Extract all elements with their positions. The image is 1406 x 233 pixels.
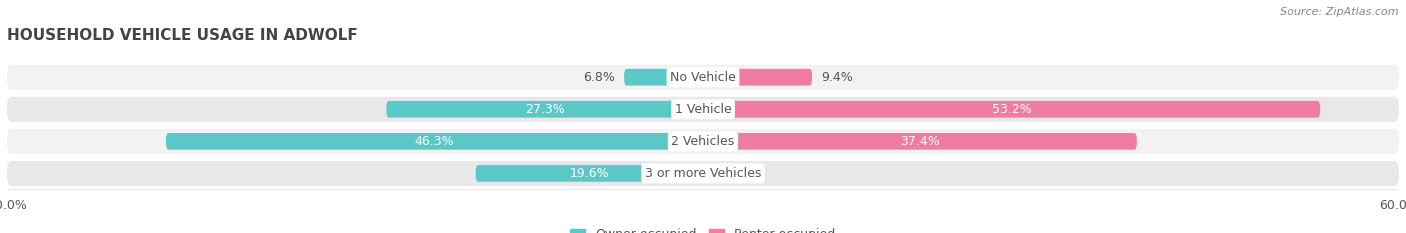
- Text: 37.4%: 37.4%: [900, 135, 939, 148]
- Text: 0.0%: 0.0%: [713, 167, 744, 180]
- Legend: Owner-occupied, Renter-occupied: Owner-occupied, Renter-occupied: [569, 229, 837, 233]
- FancyBboxPatch shape: [624, 69, 703, 86]
- Text: No Vehicle: No Vehicle: [671, 71, 735, 84]
- Text: 2 Vehicles: 2 Vehicles: [672, 135, 734, 148]
- Text: 3 or more Vehicles: 3 or more Vehicles: [645, 167, 761, 180]
- Text: 9.4%: 9.4%: [821, 71, 853, 84]
- FancyBboxPatch shape: [703, 69, 813, 86]
- Text: 27.3%: 27.3%: [524, 103, 565, 116]
- Text: 6.8%: 6.8%: [583, 71, 614, 84]
- FancyBboxPatch shape: [703, 101, 1320, 118]
- FancyBboxPatch shape: [7, 65, 1399, 90]
- Text: 46.3%: 46.3%: [415, 135, 454, 148]
- Text: 53.2%: 53.2%: [991, 103, 1032, 116]
- Text: Source: ZipAtlas.com: Source: ZipAtlas.com: [1281, 7, 1399, 17]
- FancyBboxPatch shape: [387, 101, 703, 118]
- FancyBboxPatch shape: [703, 133, 1137, 150]
- FancyBboxPatch shape: [7, 161, 1399, 186]
- Text: 1 Vehicle: 1 Vehicle: [675, 103, 731, 116]
- FancyBboxPatch shape: [166, 133, 703, 150]
- Text: HOUSEHOLD VEHICLE USAGE IN ADWOLF: HOUSEHOLD VEHICLE USAGE IN ADWOLF: [7, 27, 357, 43]
- FancyBboxPatch shape: [475, 165, 703, 182]
- Text: 19.6%: 19.6%: [569, 167, 609, 180]
- FancyBboxPatch shape: [7, 97, 1399, 122]
- FancyBboxPatch shape: [7, 129, 1399, 154]
